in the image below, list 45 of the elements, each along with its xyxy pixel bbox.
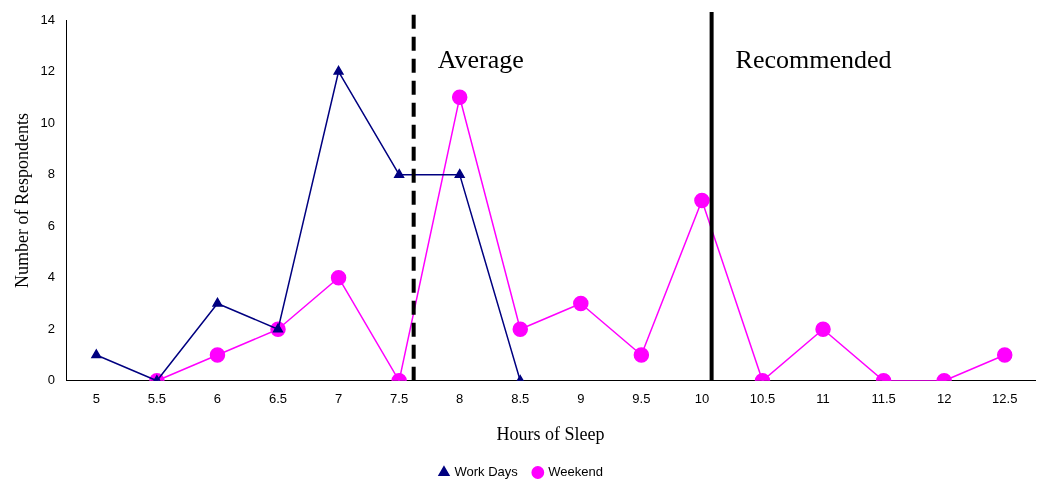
legend-label: Weekend bbox=[548, 464, 604, 480]
point bbox=[272, 323, 284, 333]
x-tick-label: 7.5 bbox=[390, 391, 409, 407]
y-tick-label: 14 bbox=[40, 11, 56, 27]
y-tick-label: 0 bbox=[47, 372, 56, 388]
x-tick-label: 6.5 bbox=[268, 391, 288, 407]
y-axis-title: Number of Respondents bbox=[11, 112, 32, 288]
x-tick-label: 8 bbox=[456, 391, 464, 407]
point bbox=[209, 347, 226, 363]
x-tick-label: 10.5 bbox=[749, 391, 776, 407]
point bbox=[394, 168, 405, 178]
point bbox=[512, 321, 528, 338]
x-tick-label: 12 bbox=[936, 391, 952, 407]
x-tick-label: 9 bbox=[577, 391, 585, 407]
x-tick-label: 5 bbox=[92, 391, 100, 407]
point bbox=[333, 65, 344, 75]
point bbox=[694, 192, 710, 209]
ref-line-label: Average bbox=[437, 44, 524, 74]
x-tick-label: 10 bbox=[694, 391, 710, 407]
point bbox=[815, 321, 831, 338]
x-axis-title: Hours of Sleep bbox=[496, 423, 605, 444]
y-tick-label: 6 bbox=[47, 217, 56, 233]
y-tick-label: 4 bbox=[47, 269, 56, 285]
y-tick-label: 10 bbox=[40, 114, 56, 130]
x-tick-label: 11.5 bbox=[871, 391, 896, 407]
ref-line-label: Recommended bbox=[735, 44, 892, 74]
point bbox=[996, 347, 1013, 363]
point bbox=[91, 349, 102, 359]
x-tick-label: 11 bbox=[816, 391, 830, 407]
x-tick-label: 9.5 bbox=[632, 391, 651, 407]
y-tick-label: 12 bbox=[40, 63, 56, 79]
point bbox=[573, 295, 589, 312]
x-tick-label: 6 bbox=[213, 391, 222, 407]
x-tick-label: 5.5 bbox=[147, 391, 166, 407]
x-tick-label: 7 bbox=[334, 391, 343, 407]
point bbox=[451, 89, 468, 106]
point bbox=[212, 297, 223, 307]
y-tick-label: 2 bbox=[47, 320, 56, 336]
point bbox=[454, 168, 465, 178]
legend-label: Work Days bbox=[454, 464, 519, 480]
x-tick-label: 8.5 bbox=[511, 391, 530, 407]
point bbox=[330, 269, 347, 286]
x-tick-label: 12.5 bbox=[992, 391, 1018, 407]
point bbox=[633, 347, 650, 363]
y-tick-label: 8 bbox=[47, 166, 56, 182]
